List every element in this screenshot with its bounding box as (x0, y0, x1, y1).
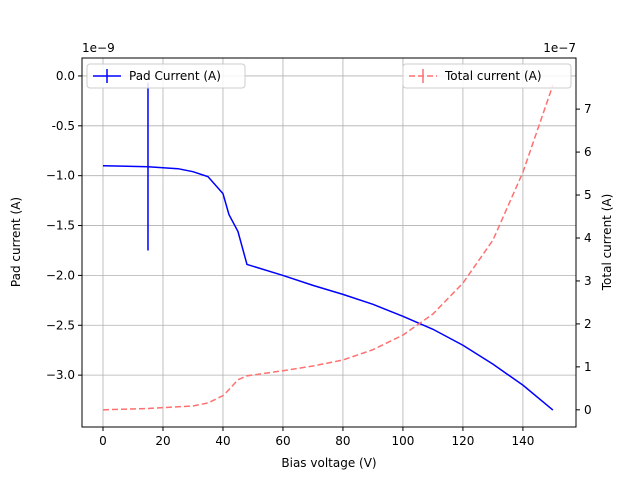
y2-tick-label: 0 (584, 403, 592, 417)
y2-tick-label: 5 (584, 188, 592, 202)
x-tick-label: 0 (99, 434, 107, 448)
x-tick-label: 80 (335, 434, 350, 448)
x-axis-label: Bias voltage (V) (281, 456, 376, 470)
y2-tick-label: 1 (584, 360, 592, 374)
x-tick-label: 120 (451, 434, 474, 448)
y-tick-label: −1.0 (46, 169, 75, 183)
y-tick-label: -0.5 (52, 119, 75, 133)
y-tick-label: −2.5 (46, 318, 75, 332)
y2-tick-label: 6 (584, 145, 592, 159)
series-line (102, 84, 554, 411)
y2-tick-label: 7 (584, 102, 592, 116)
x-tick-label: 40 (215, 434, 230, 448)
x-tick-label: 140 (511, 434, 534, 448)
y2-tick-label: 3 (584, 274, 592, 288)
legend-box (402, 63, 572, 89)
x-tick-label: 20 (155, 434, 170, 448)
y-tick-label: −2.0 (46, 268, 75, 282)
y2-offset-label: 1e−7 (543, 41, 576, 55)
y-tick-label: −1.5 (46, 219, 75, 233)
series-line (102, 164, 554, 411)
legend-label: Pad Current (A) (129, 69, 221, 83)
plot-frame (81, 57, 577, 428)
y2-tick-label: 2 (584, 317, 592, 331)
y-tick-label: −3.0 (46, 368, 75, 382)
x-tick-label: 60 (275, 434, 290, 448)
y-axis-label: Pad current (A) (9, 197, 23, 287)
y2-axis-label: Total current (A) (600, 194, 614, 292)
y-tick-label: 0.0 (56, 69, 75, 83)
legend-label: Total current (A) (444, 69, 542, 83)
x-tick-label: 100 (391, 434, 414, 448)
legend-box (86, 63, 246, 89)
y-offset-label: 1e−9 (82, 41, 115, 55)
y2-tick-label: 4 (584, 231, 592, 245)
